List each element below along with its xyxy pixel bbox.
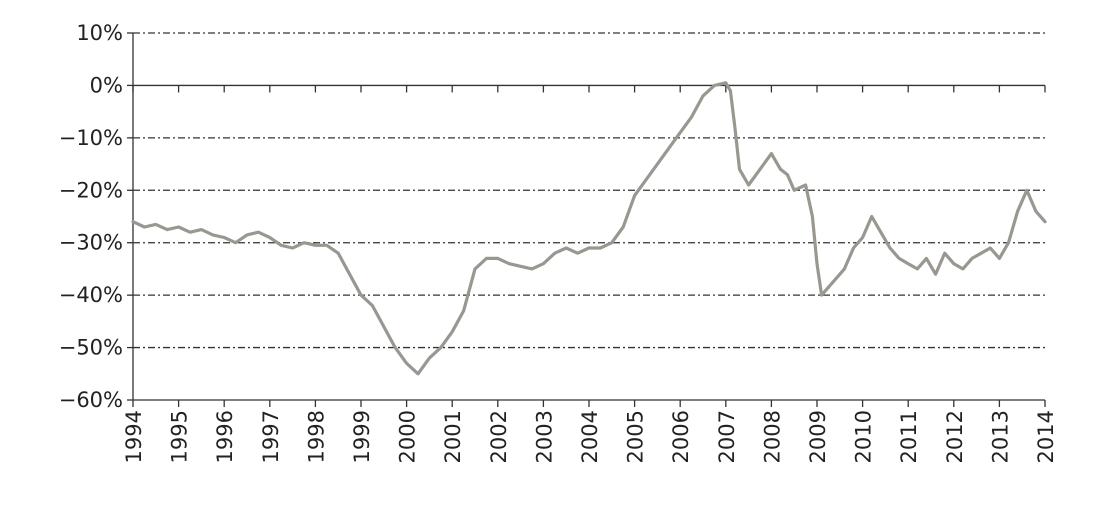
- x-tick-label: 2010: [852, 410, 876, 463]
- x-tick-label: 1994: [122, 410, 146, 463]
- x-tick-label: 2004: [578, 410, 602, 463]
- y-axis: 10% 0% −10% −20% −30% −40% −50% −60%: [59, 21, 133, 412]
- y-tick-label: −10%: [59, 126, 123, 150]
- x-tick-label: 2000: [396, 410, 420, 463]
- x-tick-label: 1998: [304, 410, 328, 463]
- y-tick-label: −30%: [59, 231, 123, 255]
- x-tick-label: 2013: [988, 410, 1012, 463]
- y-tick-label: 10%: [76, 21, 123, 45]
- y-tick-label: 0%: [90, 73, 123, 97]
- x-tick-label: 2003: [532, 410, 556, 463]
- y-tick-label: −20%: [59, 178, 123, 202]
- x-tick-label: 1997: [259, 410, 283, 463]
- x-tick-label: 2012: [943, 410, 967, 463]
- x-tick-label: 2011: [897, 410, 921, 463]
- x-tick-label: 2009: [806, 410, 830, 463]
- x-tick-label: 2001: [441, 410, 465, 463]
- y-tick-label: −60%: [59, 388, 123, 412]
- x-tick-label: 1995: [168, 410, 192, 463]
- x-tick-label: 1999: [350, 410, 374, 463]
- x-tick-labels: 1994 1995 1996 1997 1998 1999 2000 2001 2002 2003…: [122, 410, 1058, 463]
- x-tick-label: 2005: [624, 410, 648, 463]
- y-tick-label: −40%: [59, 283, 123, 307]
- series-line: [131, 81, 1047, 376]
- x-axis: [132, 33, 1046, 407]
- series-layer: [131, 81, 1047, 376]
- y-tick-label: −50%: [59, 336, 123, 360]
- x-tick-label: 2014: [1034, 410, 1058, 463]
- x-tick-label: 2008: [760, 410, 784, 463]
- gridlines: [133, 32, 1045, 349]
- x-tick-label: 1996: [213, 410, 237, 463]
- x-tick-label: 2002: [487, 410, 511, 463]
- x-tick-label: 2006: [669, 410, 693, 463]
- x-tick-label: 2007: [715, 410, 739, 463]
